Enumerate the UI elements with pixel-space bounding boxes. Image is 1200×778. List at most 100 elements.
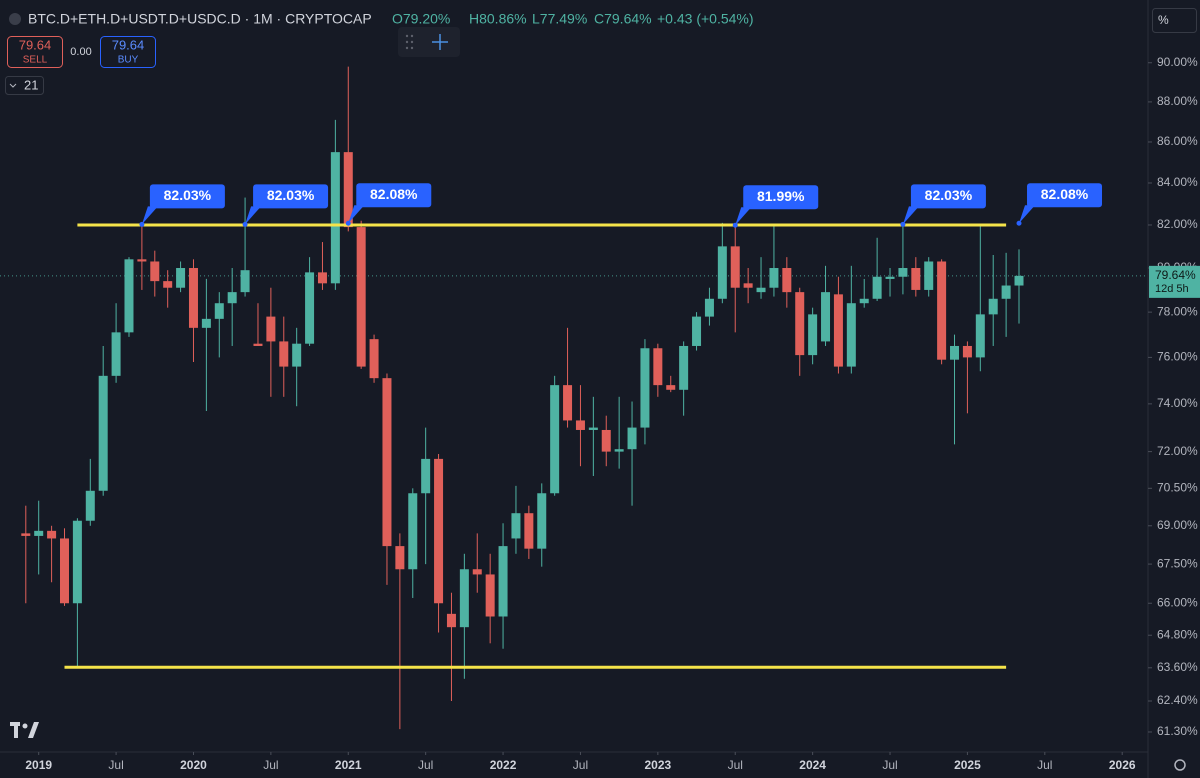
candle-body [292, 343, 302, 367]
settings-icon[interactable] [1174, 759, 1186, 771]
ohlc-change: +0.43 (+0.54%) [657, 11, 754, 27]
x-tick-label: 2020 [180, 758, 207, 772]
candle-body [692, 316, 702, 346]
candle-body [743, 283, 753, 288]
y-tick-label: 82.00% [1157, 217, 1198, 231]
symbol-icon [9, 13, 21, 25]
candle-body [795, 292, 805, 356]
candle-body [446, 613, 456, 628]
y-tick-label: 63.60% [1157, 660, 1198, 674]
candle-body [137, 259, 147, 262]
candle-body [253, 343, 263, 346]
y-tick-label: 86.00% [1157, 134, 1198, 148]
candle-body [614, 449, 624, 452]
candle-body [279, 341, 289, 367]
callout-label: 82.03% [925, 187, 973, 203]
candle-body [653, 348, 663, 386]
candle-body [150, 261, 160, 282]
callout-label: 82.03% [267, 187, 315, 203]
candle-body [408, 493, 418, 570]
buy-button[interactable] [100, 36, 156, 68]
candle-body [240, 270, 250, 293]
x-tick-label: 2022 [490, 758, 517, 772]
candle-body [640, 348, 650, 428]
callout-label: 82.03% [164, 187, 212, 203]
candle-body [937, 261, 947, 360]
callout-label: 82.08% [1041, 186, 1089, 202]
y-tick-label: 69.00% [1157, 518, 1198, 532]
ohlc-open: O79.20% [392, 11, 450, 27]
candle-body [756, 287, 766, 293]
candle-body [72, 520, 82, 604]
candle-body [975, 314, 985, 358]
ohlc-close: C79.64% [594, 11, 652, 27]
candle-body [369, 339, 379, 379]
candle-body [459, 569, 469, 628]
candle-body [85, 490, 95, 521]
sell-button[interactable] [7, 36, 63, 68]
candle-body [34, 530, 44, 536]
candle-body [163, 281, 173, 288]
candle-body [550, 385, 560, 494]
candle-body [730, 246, 740, 288]
callout-label: 81.99% [757, 188, 805, 204]
countdown: 12d 5h [1155, 283, 1189, 295]
candle-body [317, 272, 327, 284]
crosshair-icon [432, 34, 448, 50]
y-tick-label: 88.00% [1157, 94, 1198, 108]
candle-body [98, 375, 108, 491]
candle-body [537, 493, 547, 549]
x-tick-label: Jul [108, 758, 123, 772]
candle-body [898, 268, 908, 277]
x-tick-label: 2019 [25, 758, 52, 772]
unit: % [1158, 13, 1169, 27]
candle-body [472, 569, 482, 575]
candle-body [343, 152, 353, 228]
x-tick-label: Jul [418, 758, 433, 772]
callout-box [743, 185, 819, 210]
y-tick-label: 64.80% [1157, 627, 1198, 641]
buy-price: 79.64 [112, 37, 145, 52]
candle-body [627, 427, 637, 450]
callout-pointer [1019, 205, 1036, 224]
candle-body [188, 268, 198, 328]
y-tick-label: 62.40% [1157, 693, 1198, 707]
drag-handle [405, 34, 414, 50]
indicators-toggle[interactable] [5, 76, 44, 95]
y-tick-label: 70.50% [1157, 480, 1198, 494]
candle-body [305, 272, 315, 344]
y-tick-label: 61.30% [1157, 724, 1198, 738]
candle-body [1014, 275, 1024, 286]
y-tick-label: 66.00% [1157, 595, 1198, 609]
candle-body [176, 268, 186, 288]
toolbar-widget[interactable] [398, 27, 460, 57]
callout-label: 82.08% [370, 186, 418, 202]
callout-box [1027, 183, 1103, 208]
candle-body [227, 292, 237, 304]
candle-body [201, 318, 211, 328]
chevron [9, 83, 17, 88]
candle-body [924, 261, 934, 290]
candle-body [601, 429, 611, 452]
candle-body [524, 513, 534, 549]
symbol: BTC.D+ETH.D+USDT.D+USDC.D · 1M · CRYPTOC… [28, 11, 372, 27]
last-price-box [1149, 265, 1200, 298]
sell-price: 79.64 [19, 37, 52, 52]
y-tick-label: 74.00% [1157, 396, 1198, 410]
x-tick-label: Jul [882, 758, 897, 772]
y-tick-label: 72.00% [1157, 444, 1198, 458]
unit-button[interactable] [1152, 8, 1197, 33]
candle-body [511, 513, 521, 539]
spread: 0.00 [70, 46, 91, 58]
candle-body [214, 303, 224, 319]
candle-body [666, 385, 676, 390]
x-tick-label: 2023 [644, 758, 671, 772]
x-tick-label: Jul [263, 758, 278, 772]
candle-body [382, 378, 392, 547]
indicators-count: 21 [24, 77, 38, 92]
candle-body [911, 268, 921, 290]
candle-body [266, 316, 276, 342]
x-tick-label: Jul [1037, 758, 1052, 772]
candle-body [859, 298, 869, 304]
